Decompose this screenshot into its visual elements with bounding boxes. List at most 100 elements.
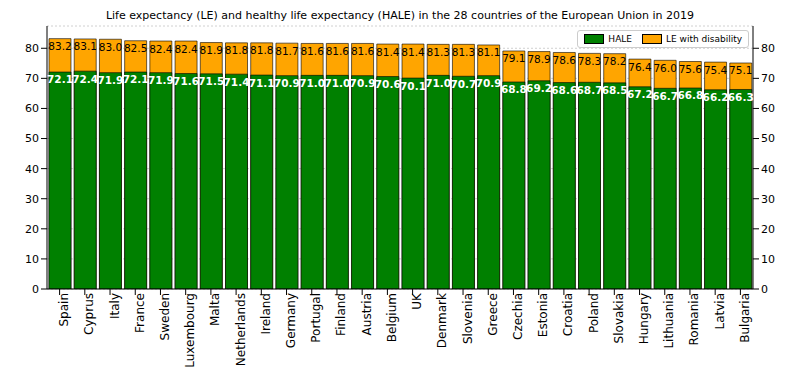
svg-text:40: 40 [25, 163, 39, 176]
svg-text:Malta: Malta [208, 293, 222, 326]
svg-text:83.1: 83.1 [74, 40, 97, 52]
svg-text:78.2: 78.2 [603, 55, 626, 67]
svg-text:81.7: 81.7 [275, 45, 298, 57]
svg-text:Cyprus: Cyprus [82, 293, 96, 335]
svg-text:81.6: 81.6 [300, 45, 324, 57]
svg-text:71.0: 71.0 [299, 77, 325, 89]
svg-text:81.6: 81.6 [351, 45, 375, 57]
svg-text:66.7: 66.7 [652, 90, 678, 102]
svg-text:Italy: Italy [108, 293, 122, 319]
svg-text:Romania: Romania [687, 293, 701, 345]
svg-text:71.6: 71.6 [173, 75, 199, 87]
svg-text:79.1: 79.1 [502, 52, 525, 64]
svg-text:France: France [133, 293, 147, 333]
svg-text:60: 60 [25, 102, 39, 115]
svg-text:81.4: 81.4 [401, 46, 425, 58]
svg-text:75.1: 75.1 [729, 64, 752, 76]
svg-text:71.5: 71.5 [198, 75, 224, 87]
svg-text:70: 70 [761, 72, 775, 85]
svg-text:82.5: 82.5 [124, 42, 147, 54]
svg-text:Portugal: Portugal [309, 293, 323, 343]
svg-text:81.8: 81.8 [250, 44, 273, 56]
svg-text:30: 30 [25, 193, 39, 206]
svg-text:Slovenia: Slovenia [461, 293, 475, 344]
svg-text:78.3: 78.3 [578, 55, 601, 67]
svg-text:70.9: 70.9 [476, 77, 502, 89]
svg-text:66.2: 66.2 [703, 91, 729, 103]
svg-text:10: 10 [761, 253, 775, 266]
svg-text:71.0: 71.0 [425, 77, 451, 89]
svg-text:80: 80 [761, 42, 775, 55]
svg-text:81.3: 81.3 [452, 46, 475, 58]
svg-text:70.9: 70.9 [350, 77, 376, 89]
svg-text:0: 0 [761, 283, 768, 296]
svg-text:Germany: Germany [284, 293, 298, 348]
svg-text:0: 0 [32, 283, 39, 296]
svg-text:71.0: 71.0 [324, 77, 350, 89]
svg-text:Denmark: Denmark [435, 293, 449, 348]
svg-text:81.6: 81.6 [326, 45, 350, 57]
svg-text:10: 10 [25, 253, 39, 266]
svg-text:70: 70 [25, 72, 39, 85]
svg-text:Sweden: Sweden [158, 293, 172, 340]
svg-text:70.6: 70.6 [375, 78, 401, 90]
svg-text:Ireland: Ireland [259, 293, 273, 335]
svg-text:70.9: 70.9 [274, 77, 300, 89]
svg-text:Spain: Spain [57, 293, 71, 327]
svg-text:66.3: 66.3 [728, 91, 754, 103]
svg-text:71.1: 71.1 [249, 77, 275, 89]
svg-text:Netherlands: Netherlands [234, 293, 248, 366]
svg-text:40: 40 [761, 163, 775, 176]
svg-text:67.2: 67.2 [627, 88, 653, 100]
svg-text:76.4: 76.4 [628, 61, 652, 73]
svg-text:78.9: 78.9 [527, 53, 550, 65]
svg-text:Belgium: Belgium [385, 293, 399, 342]
svg-text:Croatia: Croatia [561, 293, 575, 336]
svg-text:72.1: 72.1 [47, 73, 73, 85]
svg-text:50: 50 [761, 132, 775, 145]
svg-text:Luxembourg: Luxembourg [183, 293, 197, 367]
svg-text:20: 20 [25, 223, 39, 236]
svg-text:Lithuania: Lithuania [662, 293, 676, 349]
svg-text:78.6: 78.6 [553, 54, 577, 66]
svg-text:70.1: 70.1 [400, 80, 426, 92]
svg-text:71.9: 71.9 [97, 74, 123, 86]
svg-text:Bulgaria: Bulgaria [738, 293, 752, 343]
svg-text:69.2: 69.2 [526, 82, 552, 94]
svg-text:Czechia: Czechia [511, 293, 525, 340]
svg-text:Latvia: Latvia [713, 293, 727, 330]
svg-text:71.4: 71.4 [224, 76, 250, 88]
svg-text:50: 50 [25, 132, 39, 145]
svg-text:75.4: 75.4 [704, 64, 728, 76]
svg-text:82.4: 82.4 [174, 43, 198, 55]
svg-text:20: 20 [761, 223, 775, 236]
svg-text:68.5: 68.5 [602, 84, 628, 96]
svg-text:UK: UK [410, 292, 424, 310]
svg-text:66.8: 66.8 [677, 89, 703, 101]
svg-text:72.1: 72.1 [123, 73, 149, 85]
svg-text:60: 60 [761, 102, 775, 115]
svg-text:68.8: 68.8 [501, 83, 527, 95]
svg-text:80: 80 [25, 42, 39, 55]
svg-text:83.2: 83.2 [48, 40, 71, 52]
svg-text:83.0: 83.0 [99, 41, 122, 53]
svg-text:68.7: 68.7 [577, 84, 603, 96]
svg-text:Hungary: Hungary [637, 293, 651, 344]
svg-text:75.6: 75.6 [679, 63, 703, 75]
svg-text:81.8: 81.8 [225, 44, 248, 56]
svg-text:Slovakia: Slovakia [612, 293, 626, 343]
svg-text:76.0: 76.0 [653, 62, 676, 74]
svg-text:Greece: Greece [486, 293, 500, 336]
svg-text:Poland: Poland [587, 293, 601, 333]
svg-text:82.4: 82.4 [149, 43, 173, 55]
svg-text:71.9: 71.9 [148, 74, 174, 86]
svg-text:70.7: 70.7 [450, 78, 476, 90]
svg-text:Finland: Finland [334, 293, 348, 336]
svg-text:68.6: 68.6 [551, 84, 577, 96]
svg-text:81.1: 81.1 [477, 46, 500, 58]
svg-text:81.3: 81.3 [427, 46, 450, 58]
svg-text:81.4: 81.4 [376, 46, 400, 58]
svg-text:Austria: Austria [360, 293, 374, 335]
svg-text:Estonia: Estonia [536, 293, 550, 337]
svg-text:81.9: 81.9 [200, 44, 223, 56]
